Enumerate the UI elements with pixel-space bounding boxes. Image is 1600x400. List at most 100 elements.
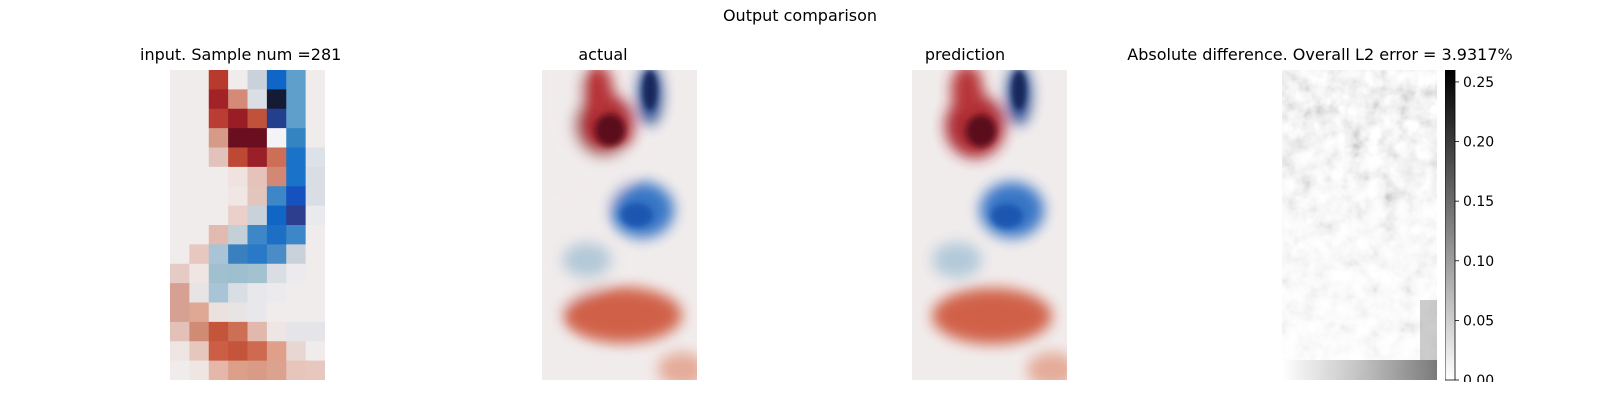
input-cell [266, 205, 287, 226]
input-cell [266, 128, 287, 149]
input-cell [189, 321, 210, 342]
input-cell [228, 147, 249, 168]
input-heatmap [170, 70, 325, 380]
input-cell [170, 70, 190, 90]
input-cell [247, 128, 268, 149]
input-cell [228, 205, 249, 226]
input-cell [170, 186, 190, 207]
input-cell [305, 321, 325, 342]
input-cell [189, 263, 210, 284]
input-cell [208, 302, 229, 323]
input-cell [247, 205, 268, 226]
colorbar-tick-label: 0.15 [1463, 194, 1494, 210]
input-cell [247, 283, 268, 304]
input-cell [286, 147, 307, 168]
input-cell [189, 166, 210, 187]
input-cell [286, 283, 307, 304]
input-cell [247, 166, 268, 187]
input-cell [208, 108, 229, 129]
input-cell [189, 70, 210, 90]
input-cell [189, 283, 210, 304]
input-cell [170, 128, 190, 149]
input-cell [266, 302, 287, 323]
input-cell [266, 89, 287, 110]
figure-title: Output comparison [722, 6, 878, 25]
input-cell [247, 302, 268, 323]
input-cell [170, 302, 190, 323]
input-cell [247, 225, 268, 245]
input-cell [286, 128, 307, 149]
input-cell [170, 283, 190, 304]
input-cell [305, 166, 325, 187]
input-cell [208, 166, 229, 187]
actual-field [542, 70, 697, 380]
input-cell [189, 225, 210, 245]
difference-heatmap [1282, 70, 1437, 380]
input-cell [305, 186, 325, 207]
input-cell [266, 108, 287, 129]
input-cell [305, 147, 325, 168]
input-cell [305, 341, 325, 362]
input-cell [266, 360, 287, 380]
input-cell [170, 225, 190, 245]
prediction-heatmap [912, 70, 1067, 380]
input-cell [305, 108, 325, 129]
input-cell [247, 89, 268, 110]
colorbar: 0.00 0.05 0.10 0.15 0.20 0.25 [1445, 70, 1494, 382]
input-cell [228, 225, 249, 245]
input-cell [228, 166, 249, 187]
input-cell [228, 89, 249, 110]
input-cell [189, 302, 210, 323]
input-cell [247, 263, 268, 284]
input-cell [228, 321, 249, 342]
input-cell [228, 283, 249, 304]
input-cell [208, 225, 229, 245]
colorbar-tick-label: 0.10 [1463, 254, 1494, 270]
input-cell [247, 341, 268, 362]
input-cell [305, 89, 325, 110]
input-cell [305, 360, 325, 380]
input-cell [305, 205, 325, 226]
input-cell [228, 128, 249, 149]
input-cell [228, 108, 249, 129]
colorbar-gradient [1445, 70, 1456, 381]
input-cell [189, 360, 210, 380]
actual-panel-title: actual [578, 45, 628, 64]
input-cell [189, 147, 210, 168]
input-cell [286, 244, 307, 265]
input-cell [189, 128, 210, 149]
input-cell [266, 283, 287, 304]
input-cell [286, 186, 307, 207]
input-cell [286, 302, 307, 323]
input-cell [208, 360, 229, 380]
input-cell [286, 360, 307, 380]
input-cell [286, 225, 307, 245]
input-cell [208, 321, 229, 342]
input-cell [189, 89, 210, 110]
input-cell [305, 225, 325, 245]
colorbar-tick-label: 0.00 [1463, 373, 1494, 382]
input-cell [247, 186, 268, 207]
input-panel-title: input. Sample num =281 [140, 45, 342, 64]
input-cell [266, 321, 287, 342]
input-cell [305, 263, 325, 284]
input-cell [208, 89, 229, 110]
input-cell [170, 360, 190, 380]
input-cell [208, 283, 229, 304]
prediction-panel-title: prediction [924, 45, 1006, 64]
input-cell [266, 70, 287, 90]
input-cell [266, 225, 287, 245]
input-cell [247, 147, 268, 168]
input-cell [266, 147, 287, 168]
input-cell [170, 244, 190, 265]
input-cell [189, 108, 210, 129]
input-cell [266, 166, 287, 187]
input-cell [305, 128, 325, 149]
input-cell [286, 166, 307, 187]
input-cell [208, 244, 229, 265]
input-cell [305, 302, 325, 323]
difference-panel-title: Absolute difference. Overall L2 error = … [1127, 45, 1513, 64]
colorbar-tick-label: 0.25 [1463, 75, 1494, 91]
input-cell [189, 244, 210, 265]
input-cell [208, 147, 229, 168]
